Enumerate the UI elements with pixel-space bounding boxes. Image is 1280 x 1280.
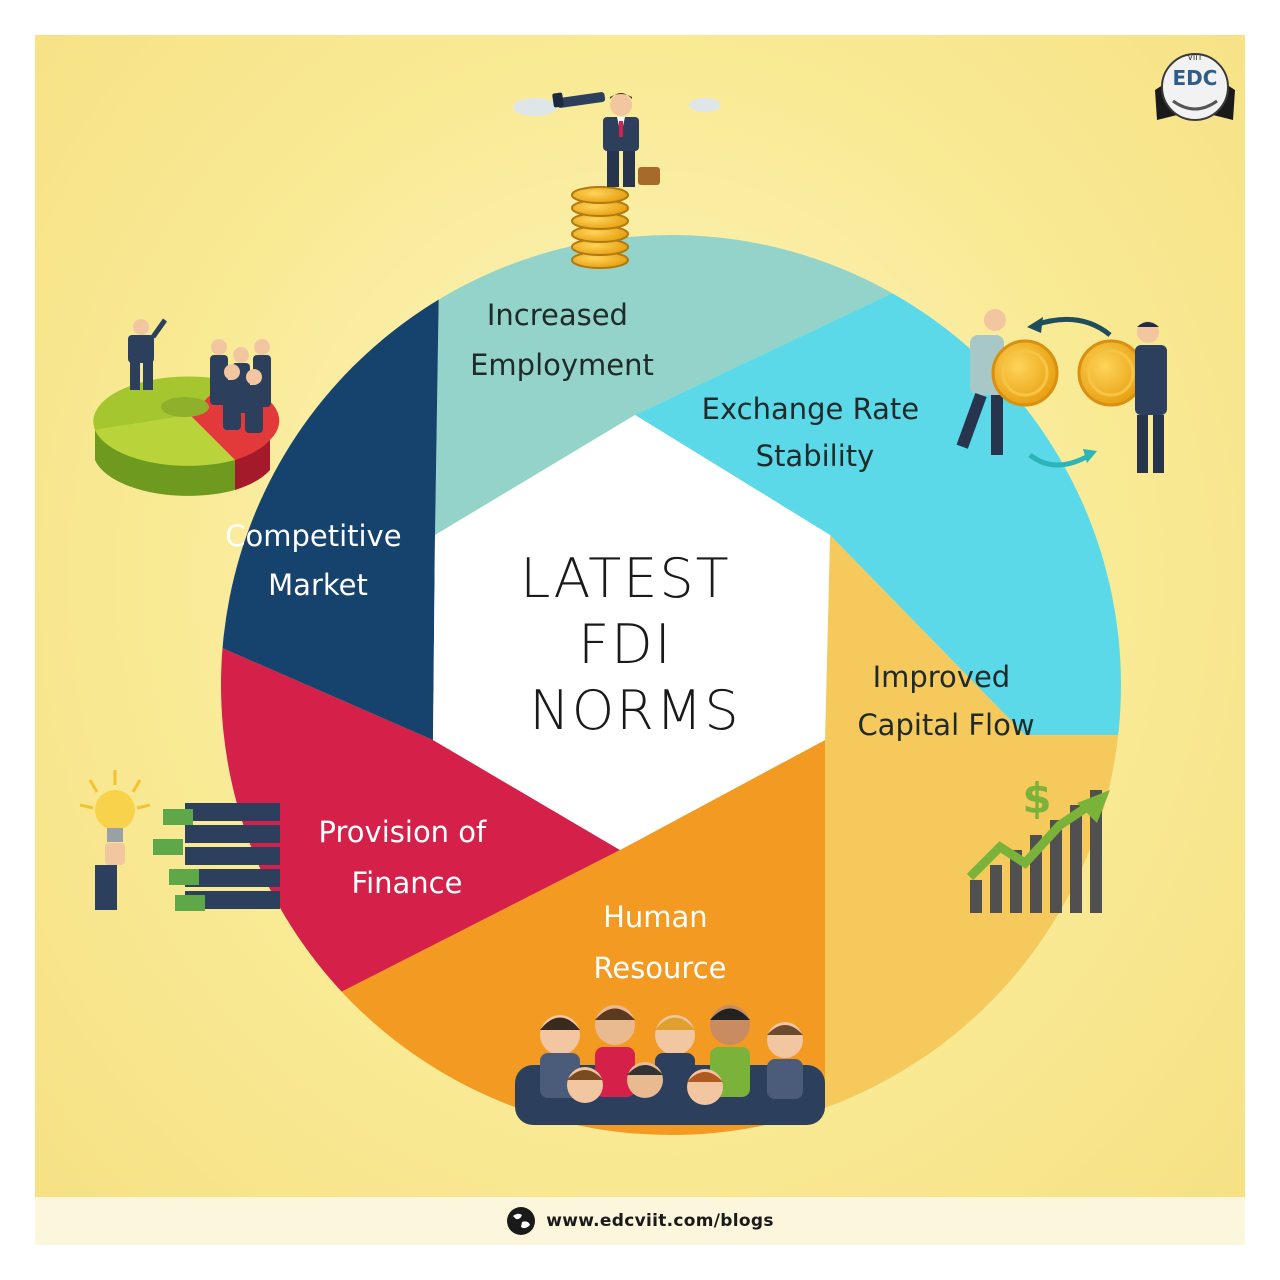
growth-chart-icon: $ <box>966 774 1110 913</box>
coins-exchange-icon <box>956 309 1167 473</box>
edc-logo: VIIT EDC <box>1155 53 1235 121</box>
fdi-wheel-diagram: LATEST FDI NORMS Increased Employment Ex… <box>79 53 1235 1135</box>
website-link[interactable]: www.edcviit.com/blogs <box>546 1211 774 1231</box>
team-people-icon <box>515 1005 825 1125</box>
finance-handshake-icon <box>79 770 280 911</box>
center-hexagon <box>433 415 830 850</box>
segment-human-resource <box>335 740 825 1135</box>
segment-increased-employment <box>435 235 935 535</box>
label-provision-of-finance: Provision of Finance <box>319 815 496 900</box>
businessman-telescope-icon <box>513 92 721 269</box>
center-title-line: FDI <box>578 613 673 676</box>
logo-subtext: VIIT <box>1187 53 1202 62</box>
svg-text:$: $ <box>1022 774 1051 823</box>
globe-icon <box>507 1207 536 1235</box>
label-competitive-market: Competitive Market <box>225 519 411 602</box>
label-increased-employment: Increased Employment <box>470 298 654 382</box>
center-title-line: NORMS <box>529 679 740 742</box>
label-improved-capital-flow: Improved Capital Flow <box>857 660 1034 742</box>
infographic-card: LATEST FDI NORMS Increased Employment Ex… <box>35 35 1245 1245</box>
label-human-resource: Human Resource <box>594 900 727 985</box>
logo-text: EDC <box>1173 66 1218 90</box>
center-title-line: LATEST <box>520 547 730 610</box>
center-title: LATEST FDI NORMS <box>520 547 750 742</box>
footer: www.edcviit.com/blogs <box>35 1197 1245 1245</box>
label-exchange-rate-stability: Exchange Rate Stability <box>702 392 929 473</box>
pie-chart-team-icon <box>93 318 280 496</box>
